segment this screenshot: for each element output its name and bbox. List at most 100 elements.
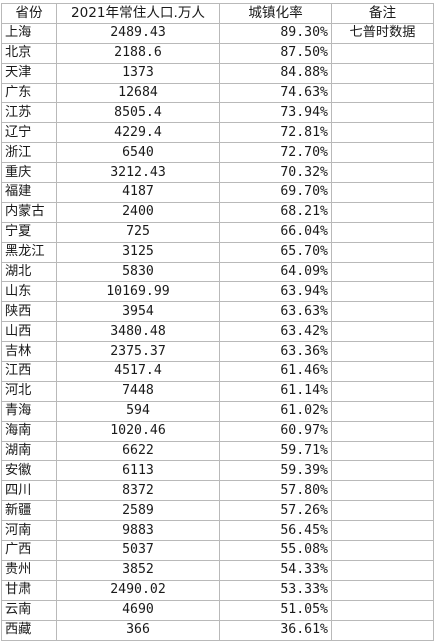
table-row: 山西 3480.48 63.42% xyxy=(1,321,434,343)
cell-note xyxy=(331,540,434,561)
table-row: 海南 1020.46 60.97% xyxy=(1,420,434,442)
table-row: 安徽 6113 59.39% xyxy=(1,460,434,482)
table-row: 黑龙江 3125 65.70% xyxy=(1,241,434,263)
cell-urbanization-rate: 36.61% xyxy=(219,619,332,641)
cell-province: 广东 xyxy=(1,82,57,104)
cell-urbanization-rate: 61.02% xyxy=(219,400,332,422)
cell-population: 2375.37 xyxy=(56,341,220,363)
cell-urbanization-rate: 69.70% xyxy=(219,182,332,203)
cell-note xyxy=(331,201,434,223)
cell-province: 湖北 xyxy=(1,261,57,283)
cell-province: 云南 xyxy=(1,599,57,621)
cell-province: 重庆 xyxy=(1,162,57,184)
cell-population: 2589 xyxy=(56,500,220,522)
header-urbanization-rate: 城镇化率 xyxy=(219,3,332,24)
cell-population: 2400 xyxy=(56,201,220,223)
cell-note xyxy=(331,520,434,542)
table-row: 湖南 6622 59.71% xyxy=(1,440,434,462)
cell-province: 贵州 xyxy=(1,559,57,581)
cell-urbanization-rate: 61.46% xyxy=(219,361,332,382)
cell-urbanization-rate: 55.08% xyxy=(219,540,332,561)
table-row: 内蒙古 2400 68.21% xyxy=(1,201,434,223)
table-row: 青海 594 61.02% xyxy=(1,400,434,422)
cell-urbanization-rate: 64.09% xyxy=(219,261,332,283)
cell-urbanization-rate: 60.97% xyxy=(219,420,332,442)
table-row: 江苏 8505.4 73.94% xyxy=(1,102,434,124)
cell-note xyxy=(331,400,434,422)
cell-province: 河南 xyxy=(1,520,57,542)
cell-population: 3125 xyxy=(56,241,220,263)
cell-urbanization-rate: 68.21% xyxy=(219,201,332,223)
table-row: 湖北 5830 64.09% xyxy=(1,261,434,283)
cell-population: 12684 xyxy=(56,82,220,104)
cell-province: 江西 xyxy=(1,361,57,382)
table-body: 上海 2489.43 89.30% 七普时数据 北京 2188.6 87.50% 天津 1373… xyxy=(1,22,434,641)
cell-province: 内蒙古 xyxy=(1,201,57,223)
cell-province: 广西 xyxy=(1,540,57,561)
cell-population: 4187 xyxy=(56,182,220,203)
cell-population: 10169.99 xyxy=(56,281,220,303)
cell-population: 6113 xyxy=(56,460,220,482)
cell-urbanization-rate: 63.42% xyxy=(219,321,332,343)
cell-urbanization-rate: 59.39% xyxy=(219,460,332,482)
cell-urbanization-rate: 61.14% xyxy=(219,380,332,402)
cell-note xyxy=(331,182,434,203)
cell-province: 山东 xyxy=(1,281,57,303)
table-row: 河南 9883 56.45% xyxy=(1,520,434,542)
table-row: 陕西 3954 63.63% xyxy=(1,301,434,323)
cell-province: 吉林 xyxy=(1,341,57,363)
cell-note xyxy=(331,460,434,482)
cell-population: 6540 xyxy=(56,142,220,164)
cell-province: 新疆 xyxy=(1,500,57,522)
cell-note xyxy=(331,361,434,382)
table-row: 广西 5037 55.08% xyxy=(1,540,434,561)
cell-province: 辽宁 xyxy=(1,122,57,144)
cell-note xyxy=(331,221,434,243)
cell-population: 8372 xyxy=(56,480,220,502)
cell-urbanization-rate: 56.45% xyxy=(219,520,332,542)
cell-population: 4690 xyxy=(56,599,220,621)
cell-population: 7448 xyxy=(56,380,220,402)
cell-population: 1373 xyxy=(56,62,220,84)
cell-urbanization-rate: 72.70% xyxy=(219,142,332,164)
table-row: 辽宁 4229.4 72.81% xyxy=(1,122,434,144)
cell-urbanization-rate: 57.80% xyxy=(219,480,332,502)
cell-urbanization-rate: 51.05% xyxy=(219,599,332,621)
cell-note xyxy=(331,559,434,581)
cell-province: 浙江 xyxy=(1,142,57,164)
cell-urbanization-rate: 65.70% xyxy=(219,241,332,263)
table-row: 北京 2188.6 87.50% xyxy=(1,42,434,64)
urbanization-table: 省份 2021年常住人口.万人 城镇化率 备注 上海 2489.43 89.30% 七… xyxy=(1,3,434,641)
cell-province: 陕西 xyxy=(1,301,57,323)
cell-urbanization-rate: 66.04% xyxy=(219,221,332,243)
table-row: 新疆 2589 57.26% xyxy=(1,500,434,522)
table-row: 江西 4517.4 61.46% xyxy=(1,361,434,382)
header-row: 省份 2021年常住人口.万人 城镇化率 备注 xyxy=(1,3,434,24)
cell-population: 594 xyxy=(56,400,220,422)
header-province: 省份 xyxy=(1,3,57,24)
cell-note xyxy=(331,142,434,164)
cell-urbanization-rate: 72.81% xyxy=(219,122,332,144)
cell-population: 1020.46 xyxy=(56,420,220,442)
cell-population: 2188.6 xyxy=(56,42,220,64)
table-row: 云南 4690 51.05% xyxy=(1,599,434,621)
cell-province: 黑龙江 xyxy=(1,241,57,263)
cell-province: 上海 xyxy=(1,22,57,44)
cell-province: 山西 xyxy=(1,321,57,343)
table-row: 宁夏 725 66.04% xyxy=(1,221,434,243)
cell-population: 3954 xyxy=(56,301,220,323)
table-row: 天津 1373 84.88% xyxy=(1,62,434,84)
cell-urbanization-rate: 87.50% xyxy=(219,42,332,64)
cell-population: 6622 xyxy=(56,440,220,462)
cell-province: 四川 xyxy=(1,480,57,502)
cell-note xyxy=(331,321,434,343)
cell-province: 海南 xyxy=(1,420,57,442)
cell-province: 江苏 xyxy=(1,102,57,124)
cell-urbanization-rate: 63.36% xyxy=(219,341,332,363)
cell-note xyxy=(331,420,434,442)
cell-population: 9883 xyxy=(56,520,220,542)
cell-note xyxy=(331,102,434,124)
header-population: 2021年常住人口.万人 xyxy=(56,3,220,24)
cell-province: 湖南 xyxy=(1,440,57,462)
table-row: 浙江 6540 72.70% xyxy=(1,142,434,164)
